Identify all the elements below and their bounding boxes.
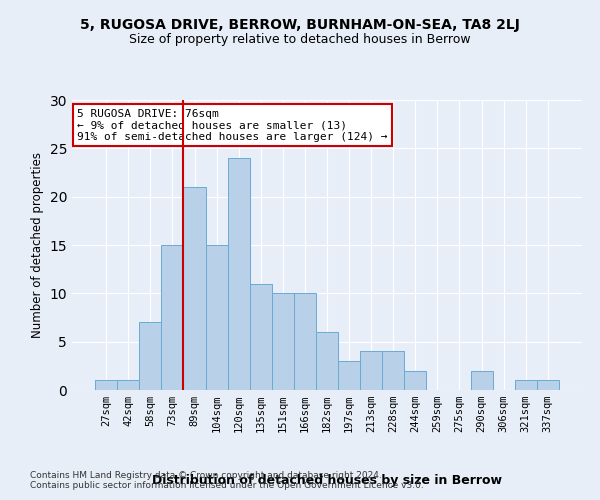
Bar [294,294,316,390]
Bar [316,332,338,390]
Bar [470,370,493,390]
Text: 5, RUGOSA DRIVE, BERROW, BURNHAM-ON-SEA, TA8 2LJ: 5, RUGOSA DRIVE, BERROW, BURNHAM-ON-SEA,… [80,18,520,32]
Text: 5 RUGOSA DRIVE: 76sqm
← 9% of detached houses are smaller (13)
91% of semi-detac: 5 RUGOSA DRIVE: 76sqm ← 9% of detached h… [77,108,388,142]
Bar [184,187,206,390]
Text: Contains HM Land Registry data © Crown copyright and database right 2024.: Contains HM Land Registry data © Crown c… [30,471,382,480]
X-axis label: Distribution of detached houses by size in Berrow: Distribution of detached houses by size … [152,474,502,487]
Bar [404,370,427,390]
Bar [360,352,382,390]
Bar [206,245,227,390]
Bar [161,245,184,390]
Bar [537,380,559,390]
Bar [250,284,272,390]
Bar [382,352,404,390]
Bar [338,361,360,390]
Text: Contains public sector information licensed under the Open Government Licence v3: Contains public sector information licen… [30,481,424,490]
Bar [227,158,250,390]
Bar [95,380,117,390]
Bar [272,294,294,390]
Bar [117,380,139,390]
Y-axis label: Number of detached properties: Number of detached properties [31,152,44,338]
Text: Size of property relative to detached houses in Berrow: Size of property relative to detached ho… [129,32,471,46]
Bar [139,322,161,390]
Bar [515,380,537,390]
